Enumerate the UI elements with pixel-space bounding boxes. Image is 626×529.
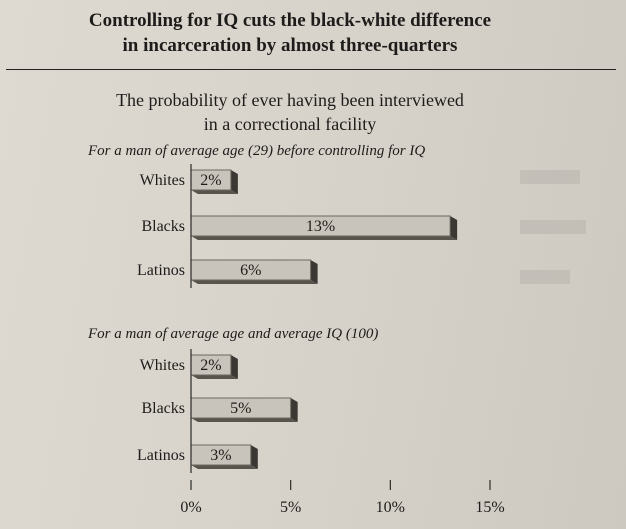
x-tick-label-3: 15% bbox=[475, 499, 504, 516]
panel-2-label: For a man of average age and average IQ … bbox=[88, 326, 379, 342]
bar-bottom-p1-latinos bbox=[191, 280, 318, 284]
category-label-p1-whites: Whites bbox=[140, 172, 185, 189]
value-label-p2-blacks: 5% bbox=[230, 400, 251, 417]
bar-side-p2-latinos bbox=[250, 445, 258, 469]
bar-bottom-p1-whites bbox=[191, 190, 238, 194]
x-tick-label-0: 0% bbox=[180, 499, 201, 516]
bleed-through-shadow bbox=[520, 170, 586, 284]
bar-bottom-p2-latinos bbox=[191, 465, 258, 469]
bar-side-p1-latinos bbox=[310, 260, 318, 284]
subtitle-line-2: in a correctional facility bbox=[203, 114, 377, 134]
headline-divider bbox=[6, 69, 616, 70]
bar-side-p1-blacks bbox=[450, 216, 458, 240]
panel-1-label: For a man of average age (29) before con… bbox=[88, 143, 426, 159]
bar-bottom-p2-whites bbox=[191, 375, 238, 379]
value-label-p2-whites: 2% bbox=[200, 357, 221, 374]
category-label-p1-blacks: Blacks bbox=[141, 218, 185, 235]
value-label-p1-blacks: 13% bbox=[306, 218, 335, 235]
value-label-p1-whites: 2% bbox=[200, 172, 221, 189]
chart-headline: Controlling for IQ cuts the black-white … bbox=[40, 8, 540, 58]
bar-side-p1-whites bbox=[230, 170, 238, 194]
category-label-p2-whites: Whites bbox=[140, 357, 185, 374]
x-tick-label-1: 5% bbox=[280, 499, 301, 516]
headline-line-2: in incarceration by almost three-quarter… bbox=[122, 35, 458, 56]
bar-side-p2-blacks bbox=[290, 398, 298, 422]
category-label-p2-latinos: Latinos bbox=[137, 447, 185, 464]
category-label-p1-latinos: Latinos bbox=[137, 262, 185, 279]
bar-side-p2-whites bbox=[230, 355, 238, 379]
subtitle-line-1: The probability of ever having been inte… bbox=[116, 90, 464, 110]
bar-bottom-p2-blacks bbox=[191, 418, 298, 422]
x-tick-label-2: 10% bbox=[376, 499, 405, 516]
bar-bottom-p1-blacks bbox=[191, 236, 458, 240]
category-label-p2-blacks: Blacks bbox=[141, 400, 185, 417]
chart-subtitle: The probability of ever having been inte… bbox=[60, 88, 520, 136]
headline-line-1: Controlling for IQ cuts the black-white … bbox=[88, 10, 492, 31]
value-label-p1-latinos: 6% bbox=[240, 262, 261, 279]
value-label-p2-latinos: 3% bbox=[210, 447, 231, 464]
